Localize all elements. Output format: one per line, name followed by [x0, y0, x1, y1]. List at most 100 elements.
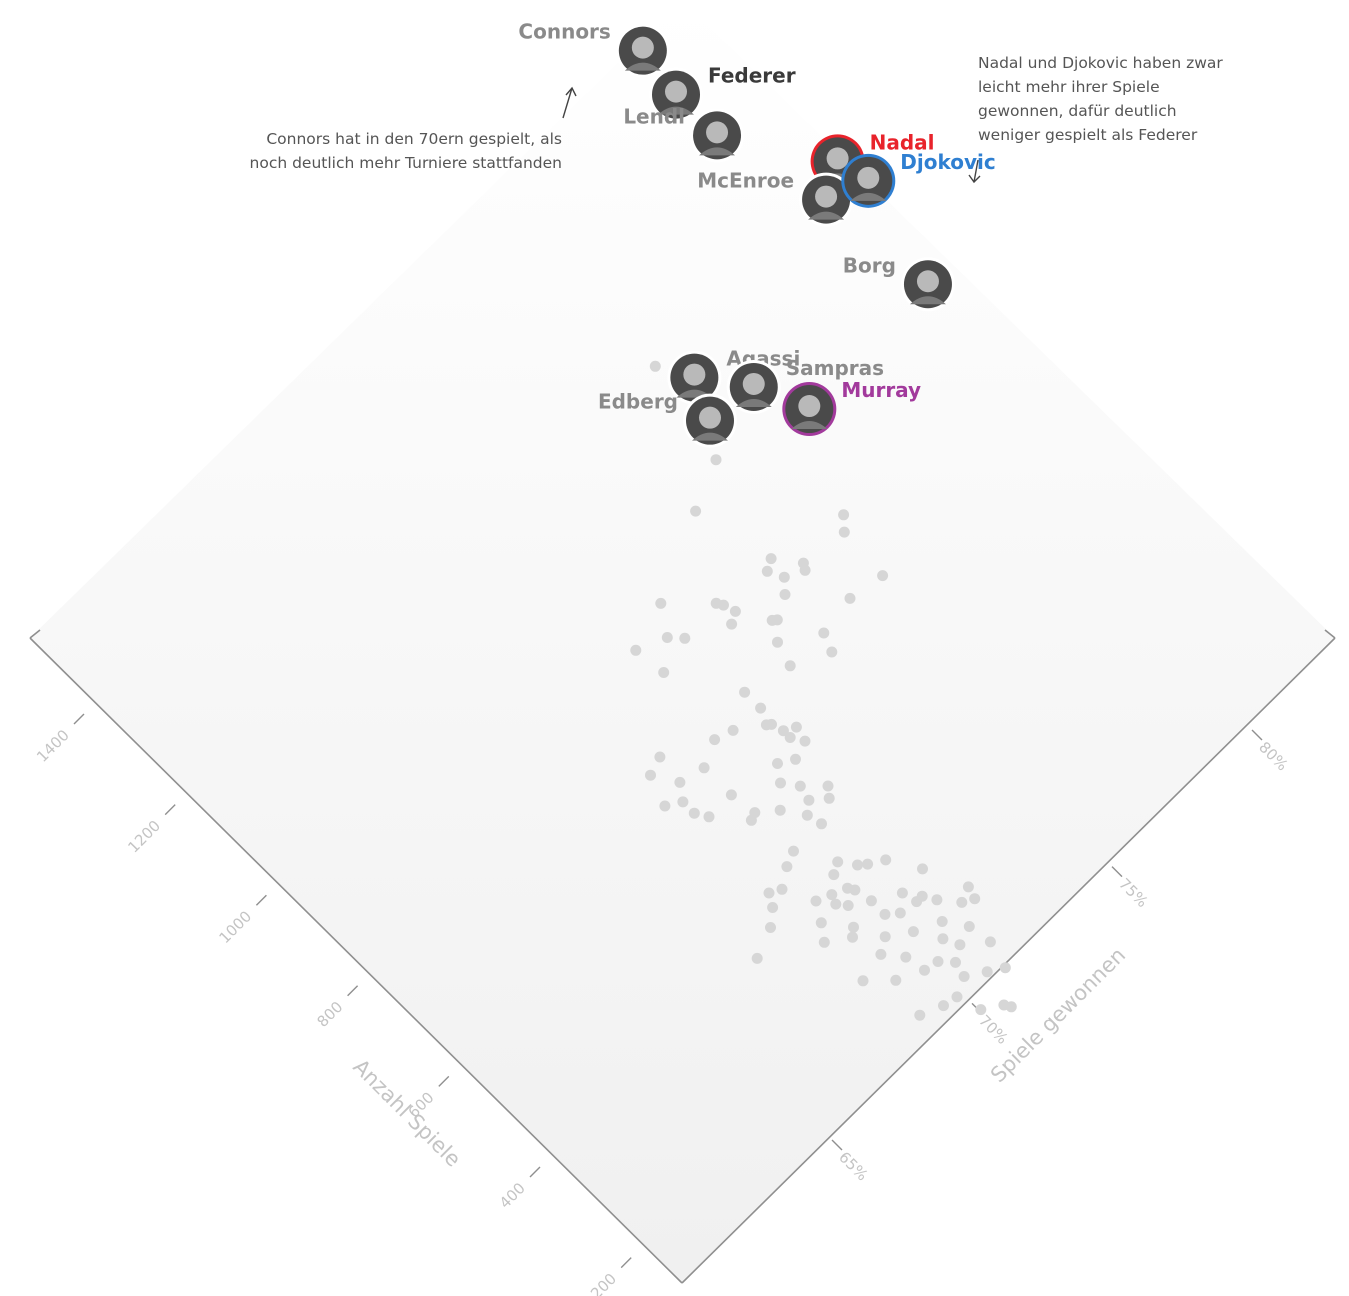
- data-point: [842, 900, 854, 911]
- player-face: [826, 147, 849, 170]
- data-point: [962, 881, 974, 893]
- y-tick-label: 400: [496, 1179, 529, 1212]
- player-face: [916, 270, 939, 293]
- player-face: [683, 363, 706, 386]
- data-point: [765, 922, 776, 933]
- data-point: [950, 956, 961, 968]
- y-tick-mark: [620, 1257, 632, 1269]
- player-shoulders: [658, 106, 694, 115]
- annotation-line: leicht mehr ihrer Spiele: [978, 78, 1160, 96]
- data-point: [779, 589, 791, 600]
- data-point: [857, 975, 869, 987]
- data-point: [655, 597, 667, 609]
- player-face: [857, 166, 880, 189]
- player-shoulders: [791, 421, 828, 430]
- player-face: [815, 185, 838, 208]
- y-axis-end: [29, 629, 41, 639]
- data-point: [658, 667, 670, 678]
- x-tick-mark: [831, 1139, 843, 1151]
- data-point: [726, 618, 738, 630]
- data-point: [832, 856, 844, 868]
- data-point: [729, 605, 741, 617]
- y-tick-mark: [164, 804, 176, 816]
- data-point: [679, 632, 691, 644]
- player-borg: Borg: [843, 253, 955, 312]
- data-point: [803, 794, 815, 806]
- data-point: [914, 1009, 926, 1021]
- data-point: [900, 951, 912, 963]
- player-face: [742, 372, 765, 395]
- data-point: [677, 796, 689, 808]
- data-point: [818, 627, 830, 639]
- annotation-line: Connors hat in den 70ern gespielt, als: [266, 130, 562, 148]
- y-tick-mark: [529, 1166, 541, 1178]
- data-point: [755, 702, 767, 714]
- player-label: Nadal: [870, 130, 935, 154]
- data-point: [951, 991, 963, 1003]
- player-label: Borg: [843, 253, 896, 277]
- player-label: Connors: [518, 20, 610, 44]
- data-point: [766, 614, 778, 626]
- player-mcenroe: McEnroe: [697, 169, 854, 227]
- annotation-nadal-djokovic: Nadal und Djokovic haben zwar leicht mehr…: [968, 54, 1223, 184]
- player-label: McEnroe: [697, 169, 794, 193]
- annotation-line: Nadal und Djokovic haben zwar: [978, 54, 1223, 72]
- y-tick-mark: [255, 894, 267, 906]
- player-label: Djokovic: [900, 150, 995, 174]
- data-point: [777, 725, 789, 737]
- player-face: [798, 395, 821, 418]
- data-point: [919, 964, 930, 976]
- data-point: [761, 565, 773, 577]
- data-point: [828, 869, 840, 881]
- data-point: [877, 570, 889, 582]
- player-connors: Connors: [518, 20, 670, 78]
- data-point: [862, 858, 874, 870]
- annotation-arrow: [562, 86, 577, 119]
- data-point: [801, 809, 813, 821]
- player-label: Federer: [708, 64, 796, 88]
- data-point: [774, 804, 786, 816]
- data-point: [710, 454, 722, 466]
- player-face: [699, 406, 721, 429]
- data-point: [999, 962, 1011, 974]
- y-axis-title: Anzahl Spiele: [348, 1055, 465, 1172]
- data-point: [772, 758, 783, 769]
- data-point: [894, 907, 906, 919]
- x-tick-label: 75%: [1115, 875, 1151, 911]
- annotation-arrow: [968, 159, 981, 184]
- data-point: [815, 917, 827, 929]
- player-face: [706, 121, 729, 144]
- data-point: [784, 660, 796, 672]
- data-point: [936, 916, 948, 927]
- data-point: [781, 861, 793, 873]
- data-point: [690, 505, 702, 517]
- player-federer: Federer: [649, 64, 796, 122]
- annotation-line: noch deutlich mehr Turniere stattfanden: [250, 154, 562, 172]
- data-point: [958, 971, 970, 982]
- data-point: [818, 936, 830, 948]
- data-point: [969, 893, 981, 905]
- player-label: Edberg: [598, 390, 678, 414]
- data-point: [725, 789, 737, 801]
- player-label: Murray: [841, 378, 921, 402]
- data-point: [674, 776, 686, 788]
- data-point: [709, 734, 721, 746]
- data-point: [849, 884, 861, 896]
- data-point: [645, 769, 656, 781]
- data-point: [931, 894, 943, 906]
- player-shoulders: [692, 432, 728, 441]
- player-sampras: Sampras: [726, 356, 884, 414]
- data-point: [630, 644, 642, 656]
- data-point: [794, 780, 806, 792]
- data-point: [975, 1004, 987, 1016]
- data-point: [823, 792, 835, 804]
- data-point: [838, 526, 850, 538]
- data-point: [772, 636, 783, 648]
- player-edberg: Edberg: [598, 390, 737, 448]
- player-label: Sampras: [786, 356, 884, 380]
- player-shoulders: [624, 62, 661, 71]
- player-murray: Murray: [782, 378, 921, 437]
- player-shoulders: [909, 296, 946, 305]
- data-point: [981, 966, 993, 978]
